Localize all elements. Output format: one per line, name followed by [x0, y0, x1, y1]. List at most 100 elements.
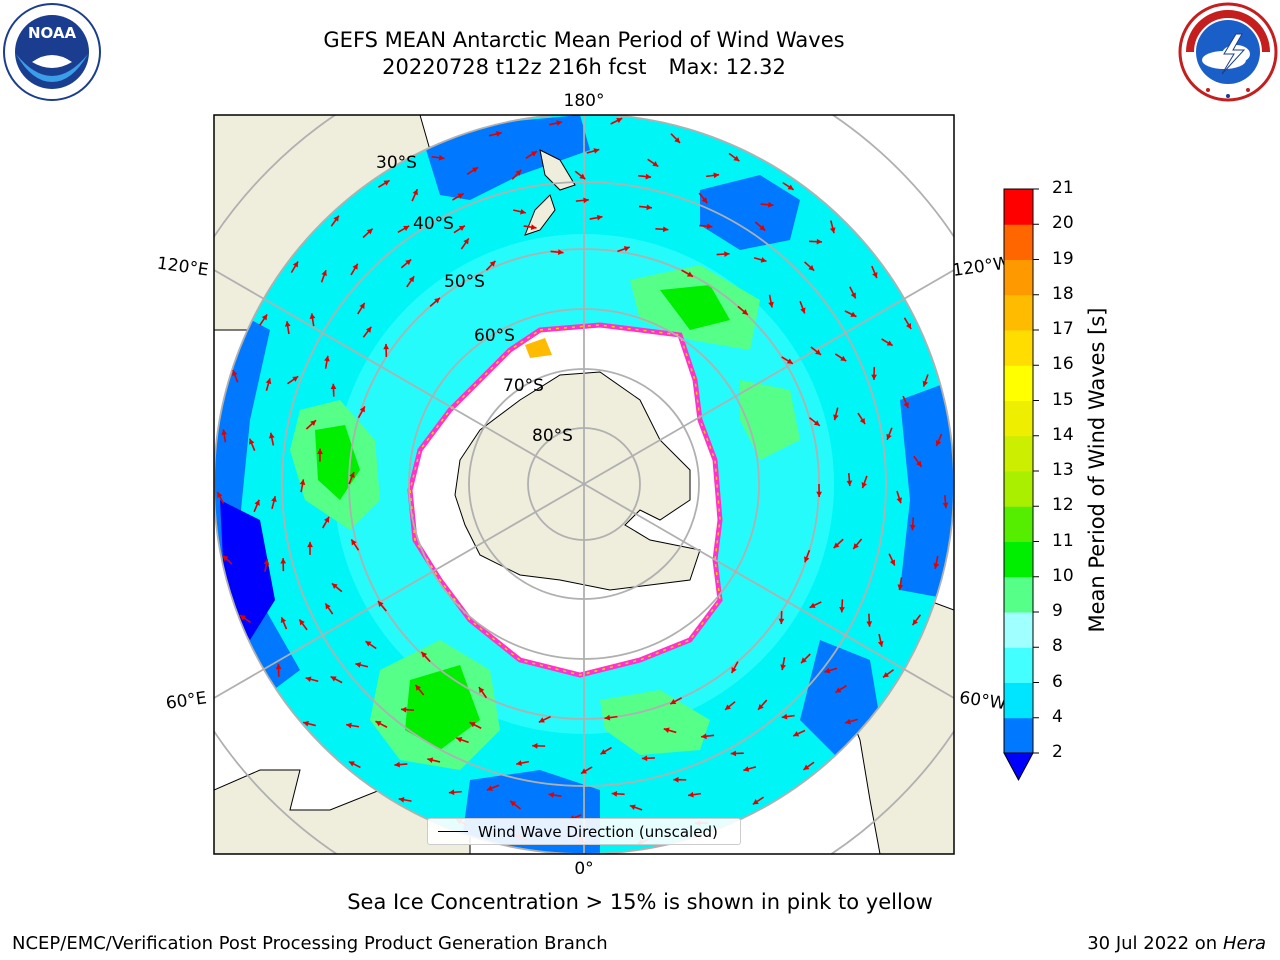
wind-wave-arrows [216, 117, 949, 846]
colorbar-segment [1004, 224, 1033, 260]
wave-direction-arrow [687, 791, 702, 798]
wave-direction-arrow [271, 496, 277, 510]
green-patch-south [600, 690, 710, 755]
wave-direction-arrow [911, 614, 922, 626]
nws-logo-icon [1178, 2, 1278, 102]
wave-direction-arrow [799, 300, 806, 314]
colorbar-tick-label: 11 [1052, 530, 1074, 551]
colorbar-segment [1004, 189, 1033, 225]
wave-direction-arrow [305, 676, 319, 683]
wave-direction-arrow [284, 321, 291, 335]
wave-direction-arrow [355, 662, 369, 668]
colorbar-tick-label: 12 [1052, 495, 1074, 516]
wave-direction-arrow [804, 261, 815, 272]
wave-direction-arrow [548, 792, 562, 798]
wave-direction-arrow [486, 784, 500, 791]
wave-direction-arrow [362, 228, 374, 239]
wave-direction-arrow [933, 555, 940, 569]
wave-direction-arrow [846, 472, 853, 487]
wave-direction-arrow [321, 516, 330, 529]
wave-direction-arrow [724, 701, 736, 711]
colorbar-tick-label: 6 [1052, 671, 1063, 692]
wave-direction-arrow [655, 226, 669, 233]
lon-label-60w: 60°W [958, 688, 1007, 714]
wave-direction-arrow [802, 761, 815, 771]
wave-direction-arrow [290, 261, 299, 274]
wave-direction-arrow [350, 263, 359, 276]
colorbar-segment [1004, 717, 1033, 754]
wave-direction-arrow [324, 355, 330, 369]
wave-direction-arrow [330, 675, 343, 684]
wave-direction-arrow [330, 215, 340, 227]
wave-direction-arrow [903, 317, 912, 330]
colorbar-tick-label: 20 [1052, 213, 1074, 234]
wave-direction-arrow [754, 221, 766, 232]
legend-label: Wind Wave Direction (unscaled) [478, 823, 718, 841]
map-area [214, 115, 954, 854]
colorbar-segment [1004, 330, 1033, 366]
colorbar-tick-label: 21 [1052, 178, 1074, 198]
wave-direction-arrow [834, 685, 847, 694]
wave-direction-arrow [365, 640, 377, 650]
colorbar-segment [1004, 435, 1033, 472]
green-patch-east [740, 380, 800, 460]
lat-label-80s: 80°S [532, 426, 573, 446]
wave-direction-arrow [287, 375, 299, 385]
wave-direction-arrow [420, 651, 431, 663]
sea-ice-note: Sea Ice Concentration > 15% is shown in … [347, 890, 933, 914]
wave-direction-arrow [324, 602, 334, 615]
wave-direction-arrow [730, 661, 739, 674]
wave-direction-arrow [532, 742, 546, 749]
wave-direction-arrow [599, 746, 612, 755]
wave-direction-arrow [866, 613, 873, 627]
lon-label-60e: 60°E [165, 688, 208, 713]
wave-direction-arrow [253, 499, 260, 513]
wave-direction-arrow [586, 148, 600, 154]
wave-direction-arrow [397, 225, 410, 234]
lon-label-180: 180° [564, 91, 605, 111]
colorbar-segment [1004, 506, 1033, 542]
wave-direction-arrow [259, 313, 268, 326]
colorbar-segment [1004, 682, 1033, 719]
wave-direction-arrow [833, 407, 839, 421]
wave-direction-arrow [488, 131, 502, 137]
wave-direction-arrow [701, 733, 715, 740]
wave-direction-arrow [280, 616, 288, 630]
wave-direction-arrow [629, 804, 643, 811]
footer-host: Hera [1222, 933, 1266, 954]
wave-direction-arrow [375, 720, 388, 728]
wave-direction-arrow [698, 192, 708, 204]
wave-direction-arrow [839, 599, 845, 613]
wave-direction-arrow [752, 796, 765, 806]
colorbar-label: Mean Period of Wind Waves [s] [1085, 307, 1109, 633]
wave-direction-arrow [844, 310, 857, 318]
wave-direction-arrow [922, 374, 929, 387]
colorbar-tick-label: 17 [1052, 319, 1074, 339]
wave-direction-arrow [331, 582, 343, 593]
wave-direction-arrow [574, 170, 586, 180]
wave-direction-arrow [525, 150, 538, 159]
lat-label-60s: 60°S [474, 326, 515, 346]
wave-direction-arrow [768, 294, 774, 308]
wave-direction-arrow [580, 766, 593, 775]
wave-direction-arrow [429, 297, 441, 308]
wave-direction-arrow [808, 417, 821, 427]
colorbar-tick-label: 8 [1052, 636, 1063, 657]
wave-direction-arrow [523, 224, 537, 230]
colorbar-segment [1004, 294, 1033, 331]
wave-direction-arrow [877, 633, 884, 647]
wave-direction-arrow [516, 760, 530, 766]
colorbar-tick-label: 9 [1052, 601, 1063, 621]
wave-direction-arrow [809, 601, 822, 609]
wave-direction-arrow [550, 249, 564, 256]
colorbar-tick-label: 13 [1052, 460, 1074, 480]
wave-direction-arrow [942, 495, 949, 509]
wave-direction-arrow [852, 538, 863, 550]
wave-direction-arrow [538, 715, 551, 723]
wave-direction-arrow [511, 169, 522, 180]
wave-direction-arrow [400, 258, 412, 269]
wave-direction-arrow [670, 133, 681, 144]
footer-date: 30 Jul 2022 on Hera [1087, 933, 1266, 954]
wave-direction-arrow [346, 722, 360, 729]
wave-direction-arrow [362, 326, 372, 338]
